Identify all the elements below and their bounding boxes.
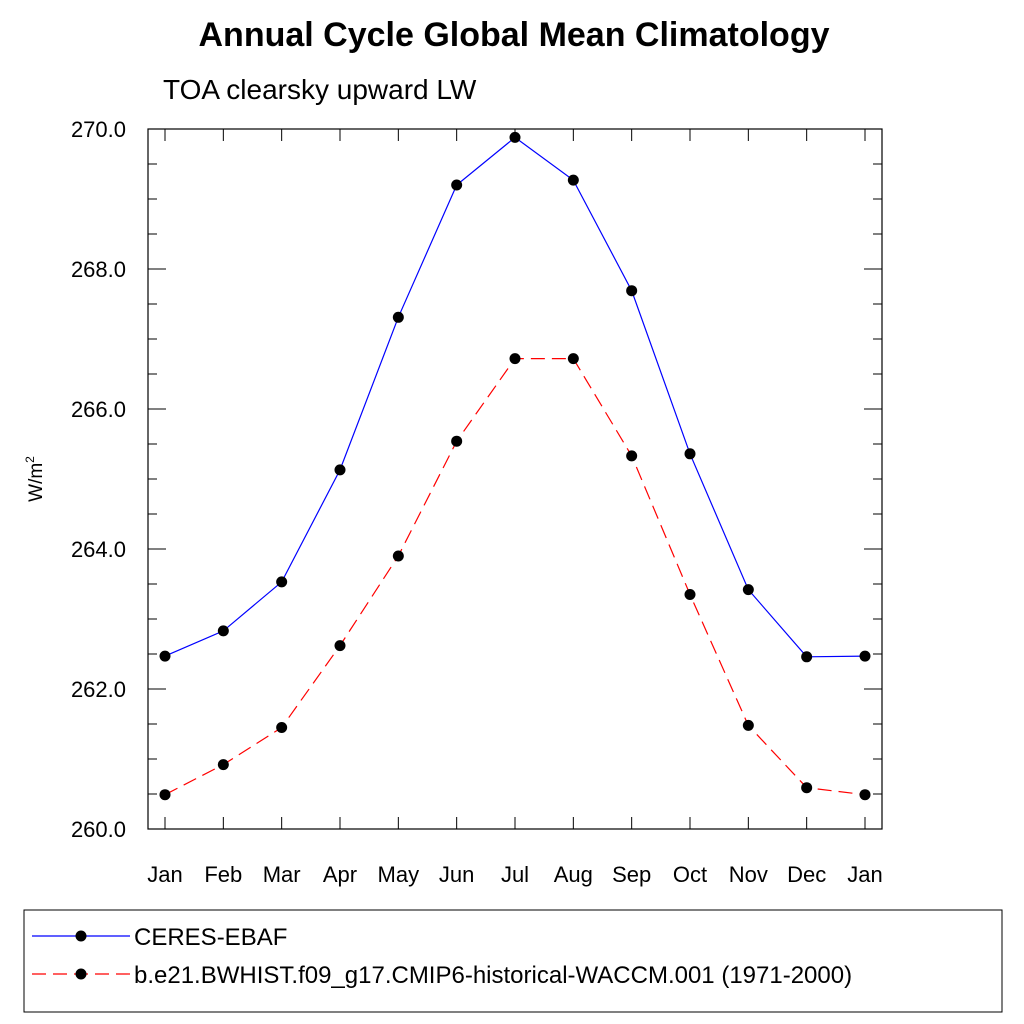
x-tick-label: Aug [554,862,593,887]
series-2-point [626,450,638,462]
x-tick-label: Apr [323,862,357,887]
series-2-point [742,719,754,731]
x-tick-label: Oct [673,862,707,887]
chart-subtitle: TOA clearsky upward LW [163,74,477,105]
series-2-point [509,353,521,365]
series-line-2 [164,358,866,796]
x-tick-label: Jan [147,862,182,887]
series-2-point [276,722,288,733]
series-2-point [859,789,871,801]
series-1-point [159,650,171,662]
legend: CERES-EBAF b.e21.BWHIST.f09_g17.CMIP6-his… [32,924,852,989]
series-1-point [451,179,463,191]
y-tick-label: 260.0 [71,817,126,842]
y-tick-label: 268.0 [71,257,126,282]
x-tick-label: Jun [439,862,474,887]
series-1-point [626,285,638,297]
series-1-point [334,464,346,476]
series-layer [159,131,871,801]
series-1-point [742,584,754,596]
x-tick-label: Jan [847,862,882,887]
y-tick-label: 266.0 [71,397,126,422]
series-2-point [801,782,813,794]
series-1-point [217,625,229,637]
series-2-point [451,435,463,447]
series-1-point [859,650,871,662]
x-tick-label: Sep [612,862,651,887]
x-tick-label: Nov [729,862,768,887]
series-2-point [567,353,579,365]
series-line-1 [164,136,866,658]
series-1-point [567,174,579,186]
y-tick-label: 262.0 [71,677,126,702]
series-2-point [684,589,696,600]
x-tick-label: May [378,862,420,887]
legend-box [23,909,1003,1013]
series-1-point [684,448,696,460]
y-axis-label-unit: W/m [26,463,47,502]
series-1-point [509,131,521,143]
axis-ticks [148,128,882,830]
x-tick-label: Jul [501,862,529,887]
series-1-point [392,311,404,323]
y-tick-label: 270.0 [71,117,126,142]
legend-marker-2 [75,968,87,980]
series-2-point [334,640,346,652]
y-axis-label-exponent: 2 [23,456,37,463]
x-tick-label: Mar [263,862,301,887]
legend-marker-1 [75,930,87,942]
x-tick-label: Dec [787,862,826,887]
series-2-point [217,759,229,771]
y-axis-label: W/m2 [23,456,47,502]
tick-labels: Jan Feb Mar Apr May Jun Jul Aug Sep Oct Nov Dec Jan 2… [71,117,883,887]
series-2-point [159,789,171,801]
series-2-point [392,550,404,562]
plot-frame [147,128,883,830]
series-1-point [276,576,288,588]
legend-label-1: CERES-EBAF [134,924,287,951]
chart-title: Annual Cycle Global Mean Climatology [199,16,830,54]
series-1-point [801,651,813,663]
y-tick-label: 264.0 [71,537,126,562]
x-tick-label: Feb [204,862,242,887]
legend-label-2: b.e21.BWHIST.f09_g17.CMIP6-historical-WA… [134,962,852,989]
